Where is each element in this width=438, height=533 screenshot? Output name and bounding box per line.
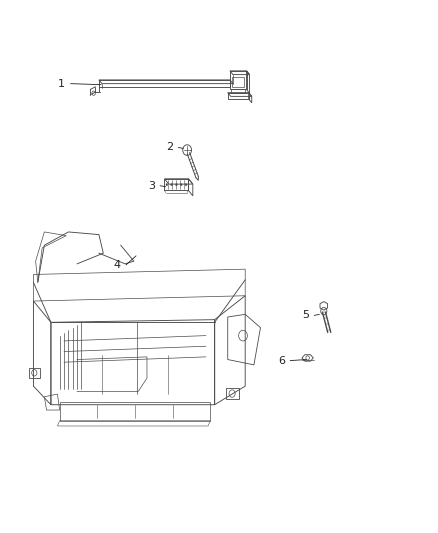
Circle shape: [171, 183, 173, 185]
Text: 5: 5: [302, 310, 309, 320]
Text: 3: 3: [148, 181, 155, 191]
Text: 2: 2: [166, 142, 173, 152]
Circle shape: [176, 183, 177, 185]
Text: 4: 4: [113, 260, 121, 270]
Circle shape: [166, 183, 168, 185]
Text: 6: 6: [278, 356, 285, 366]
Circle shape: [180, 183, 182, 185]
Text: 1: 1: [58, 79, 65, 88]
Circle shape: [185, 183, 187, 185]
